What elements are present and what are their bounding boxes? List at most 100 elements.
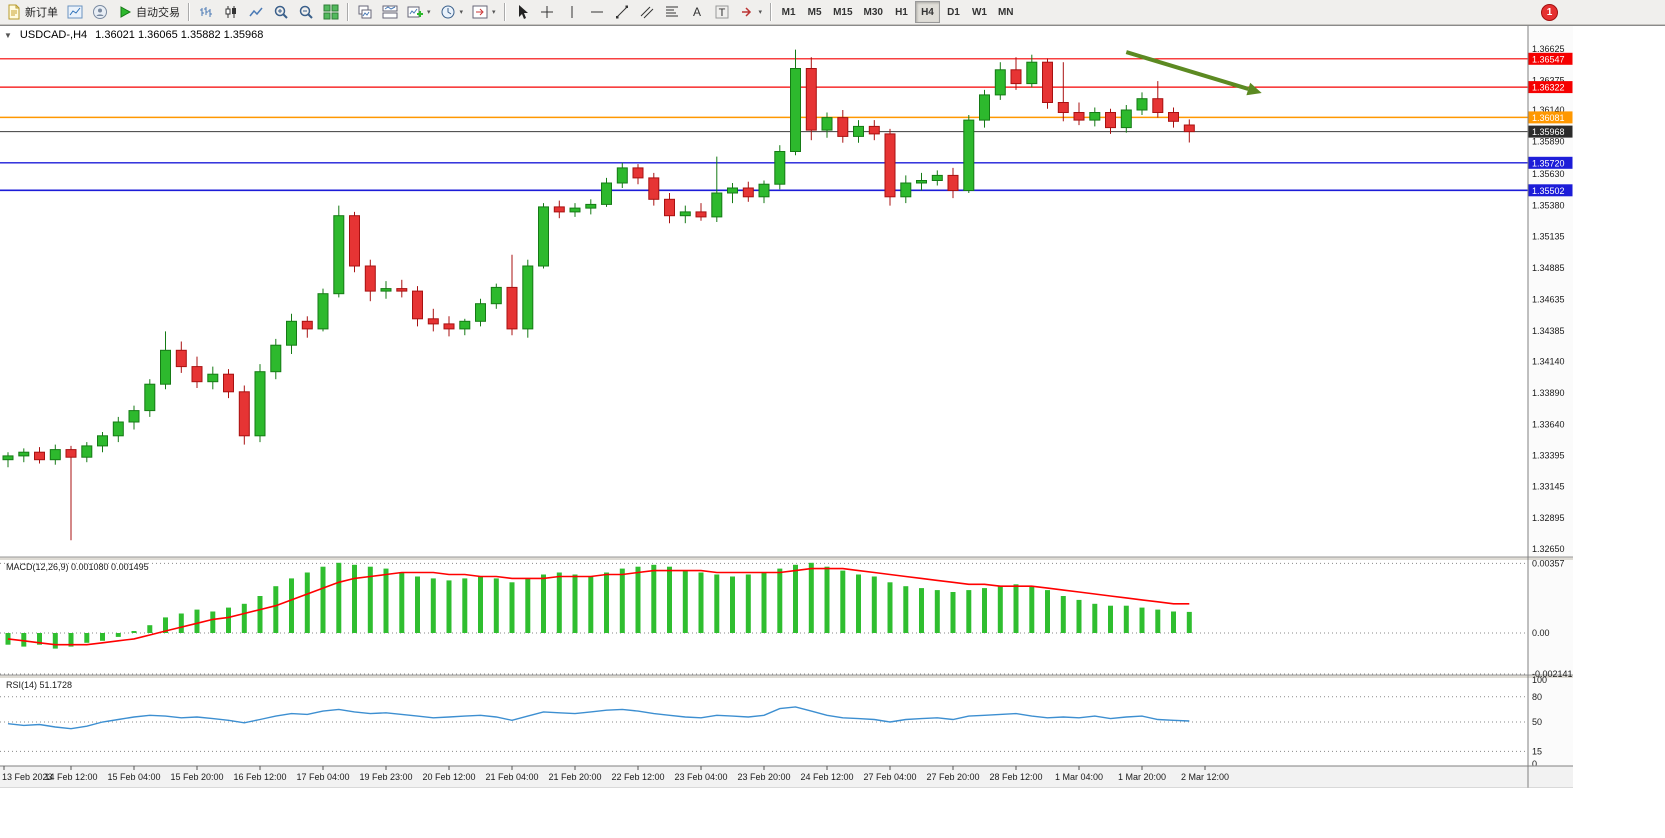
macd-histogram-bar	[525, 578, 531, 633]
macd-histogram-bar	[730, 576, 735, 633]
zoom-out-button[interactable]	[294, 1, 318, 23]
zoom-in-button[interactable]	[269, 1, 293, 23]
timeframe-button-d1[interactable]: D1	[941, 1, 966, 23]
horizontal-line-icon	[589, 4, 605, 20]
macd-histogram-bar	[745, 574, 751, 633]
main-toolbar: 新订单 自动交易 ▾ ▾ ▾	[0, 0, 1665, 25]
axis-label: 1.34140	[1532, 357, 1565, 367]
svg-text:A: A	[693, 5, 701, 19]
axis-label: 1.34885	[1532, 263, 1565, 273]
macd-histogram-bar	[493, 578, 499, 633]
panel-separator[interactable]	[0, 557, 1573, 560]
candle	[805, 68, 817, 131]
one-click-trading-toggle-icon[interactable]: ▼	[4, 30, 12, 40]
fibonacci-tool-button[interactable]	[660, 1, 684, 23]
new-chart-button[interactable]: ▾	[403, 1, 435, 23]
shapes-tool-button[interactable]: ▾	[735, 1, 767, 23]
macd-histogram-bar	[1029, 586, 1035, 633]
axis-label: 1.32895	[1532, 513, 1565, 523]
vertical-line-tool-button[interactable]	[560, 1, 584, 23]
new-order-button[interactable]: 新订单	[2, 1, 62, 23]
bar-chart-type-button[interactable]	[194, 1, 218, 23]
macd-histogram-bar	[1123, 605, 1129, 633]
candle	[128, 410, 140, 423]
channel-tool-button[interactable]	[635, 1, 659, 23]
candle	[1168, 112, 1179, 122]
time-axis-label: 19 Feb 23:00	[359, 772, 412, 782]
timeframe-button-w1[interactable]: W1	[967, 1, 992, 23]
candle	[821, 117, 833, 131]
auto-trading-label: 自动交易	[136, 7, 180, 19]
timeframe-button-m5[interactable]: M5	[802, 1, 827, 23]
candle	[616, 167, 628, 184]
macd-histogram-bar	[1045, 590, 1050, 633]
dropdown-arrow-icon: ▾	[427, 9, 431, 16]
rsi-label: RSI(14) 51.1728	[6, 680, 73, 690]
timeframe-button-h1[interactable]: H1	[889, 1, 914, 23]
channel-icon	[639, 4, 655, 20]
price-tag	[1528, 52, 1573, 65]
time-axis-background	[0, 766, 1573, 788]
candle	[207, 373, 219, 383]
period-cycle-button[interactable]: ▾	[436, 1, 468, 23]
macd-histogram-bar	[1060, 596, 1066, 633]
candle-chart-type-button[interactable]	[219, 1, 243, 23]
new-order-icon	[6, 4, 22, 20]
cursor-tool-button[interactable]	[510, 1, 534, 23]
text-tool-button[interactable]: A	[685, 1, 709, 23]
axis-label: 1.36375	[1532, 75, 1565, 85]
trend-arrow-head[interactable]	[1246, 82, 1262, 96]
time-axis-label: 16 Feb 12:00	[233, 772, 286, 782]
rsi-line	[7, 706, 1190, 730]
macd-histogram-bar	[714, 574, 720, 633]
macd-histogram-bar	[21, 633, 27, 647]
axis-label: 1.32650	[1532, 544, 1565, 554]
charts-button[interactable]	[63, 1, 87, 23]
candle	[947, 174, 959, 191]
candle	[396, 288, 408, 292]
timeframe-button-mn[interactable]: MN	[993, 1, 1019, 23]
macd-histogram-bar	[556, 572, 562, 633]
macd-histogram-bar	[871, 576, 877, 633]
profile-button[interactable]	[88, 1, 112, 23]
candle	[632, 167, 644, 179]
zoom-out-icon	[298, 4, 314, 20]
timeframe-button-m1[interactable]: M1	[776, 1, 801, 23]
macd-histogram-bar	[698, 572, 704, 633]
chart-canvas[interactable]: 1.36625 1.36375 1.36140 1.35890 1.35630 1.353…	[0, 26, 1665, 788]
horizontal-line-tool-button[interactable]	[585, 1, 609, 23]
line-chart-type-button[interactable]	[244, 1, 268, 23]
candle	[380, 288, 392, 292]
candle	[49, 449, 61, 461]
chart-shift-button[interactable]: ▾	[468, 1, 500, 23]
macd-histogram-bar	[383, 568, 389, 633]
timeframe-button-h4[interactable]: H4	[914, 1, 940, 23]
candle	[18, 451, 30, 457]
macd-histogram-bar	[273, 586, 279, 633]
macd-histogram-bar	[100, 633, 105, 641]
axis-label: 1.33395	[1532, 450, 1565, 460]
crosshair-tool-button[interactable]	[535, 1, 559, 23]
axis-label: 1.35380	[1532, 201, 1565, 211]
axis-label: -0.002141	[1532, 669, 1573, 679]
toolbar-separator	[188, 3, 190, 21]
cascade-windows-button[interactable]	[353, 1, 377, 23]
trendline-tool-button[interactable]	[610, 1, 634, 23]
candle	[679, 211, 691, 217]
candle	[191, 366, 203, 383]
text-label-tool-button[interactable]: T	[710, 1, 734, 23]
auto-trading-button[interactable]: 自动交易	[113, 1, 184, 23]
candle	[931, 174, 943, 181]
tile-horizontal-button[interactable]	[378, 1, 402, 23]
candle	[506, 286, 518, 330]
tile-windows-button[interactable]	[319, 1, 343, 23]
macd-histogram-bar	[982, 588, 987, 633]
timeframe-button-m30[interactable]: M30	[859, 1, 888, 23]
notification-badge[interactable]: 1	[1541, 4, 1558, 21]
timeframe-button-m15[interactable]: M15	[828, 1, 857, 23]
trend-arrow-annotation[interactable]	[1125, 50, 1249, 91]
macd-histogram-bar	[241, 603, 247, 633]
macd-histogram-bar	[808, 562, 814, 633]
panel-separator[interactable]	[0, 675, 1573, 678]
axis-label: 0	[1532, 759, 1537, 769]
